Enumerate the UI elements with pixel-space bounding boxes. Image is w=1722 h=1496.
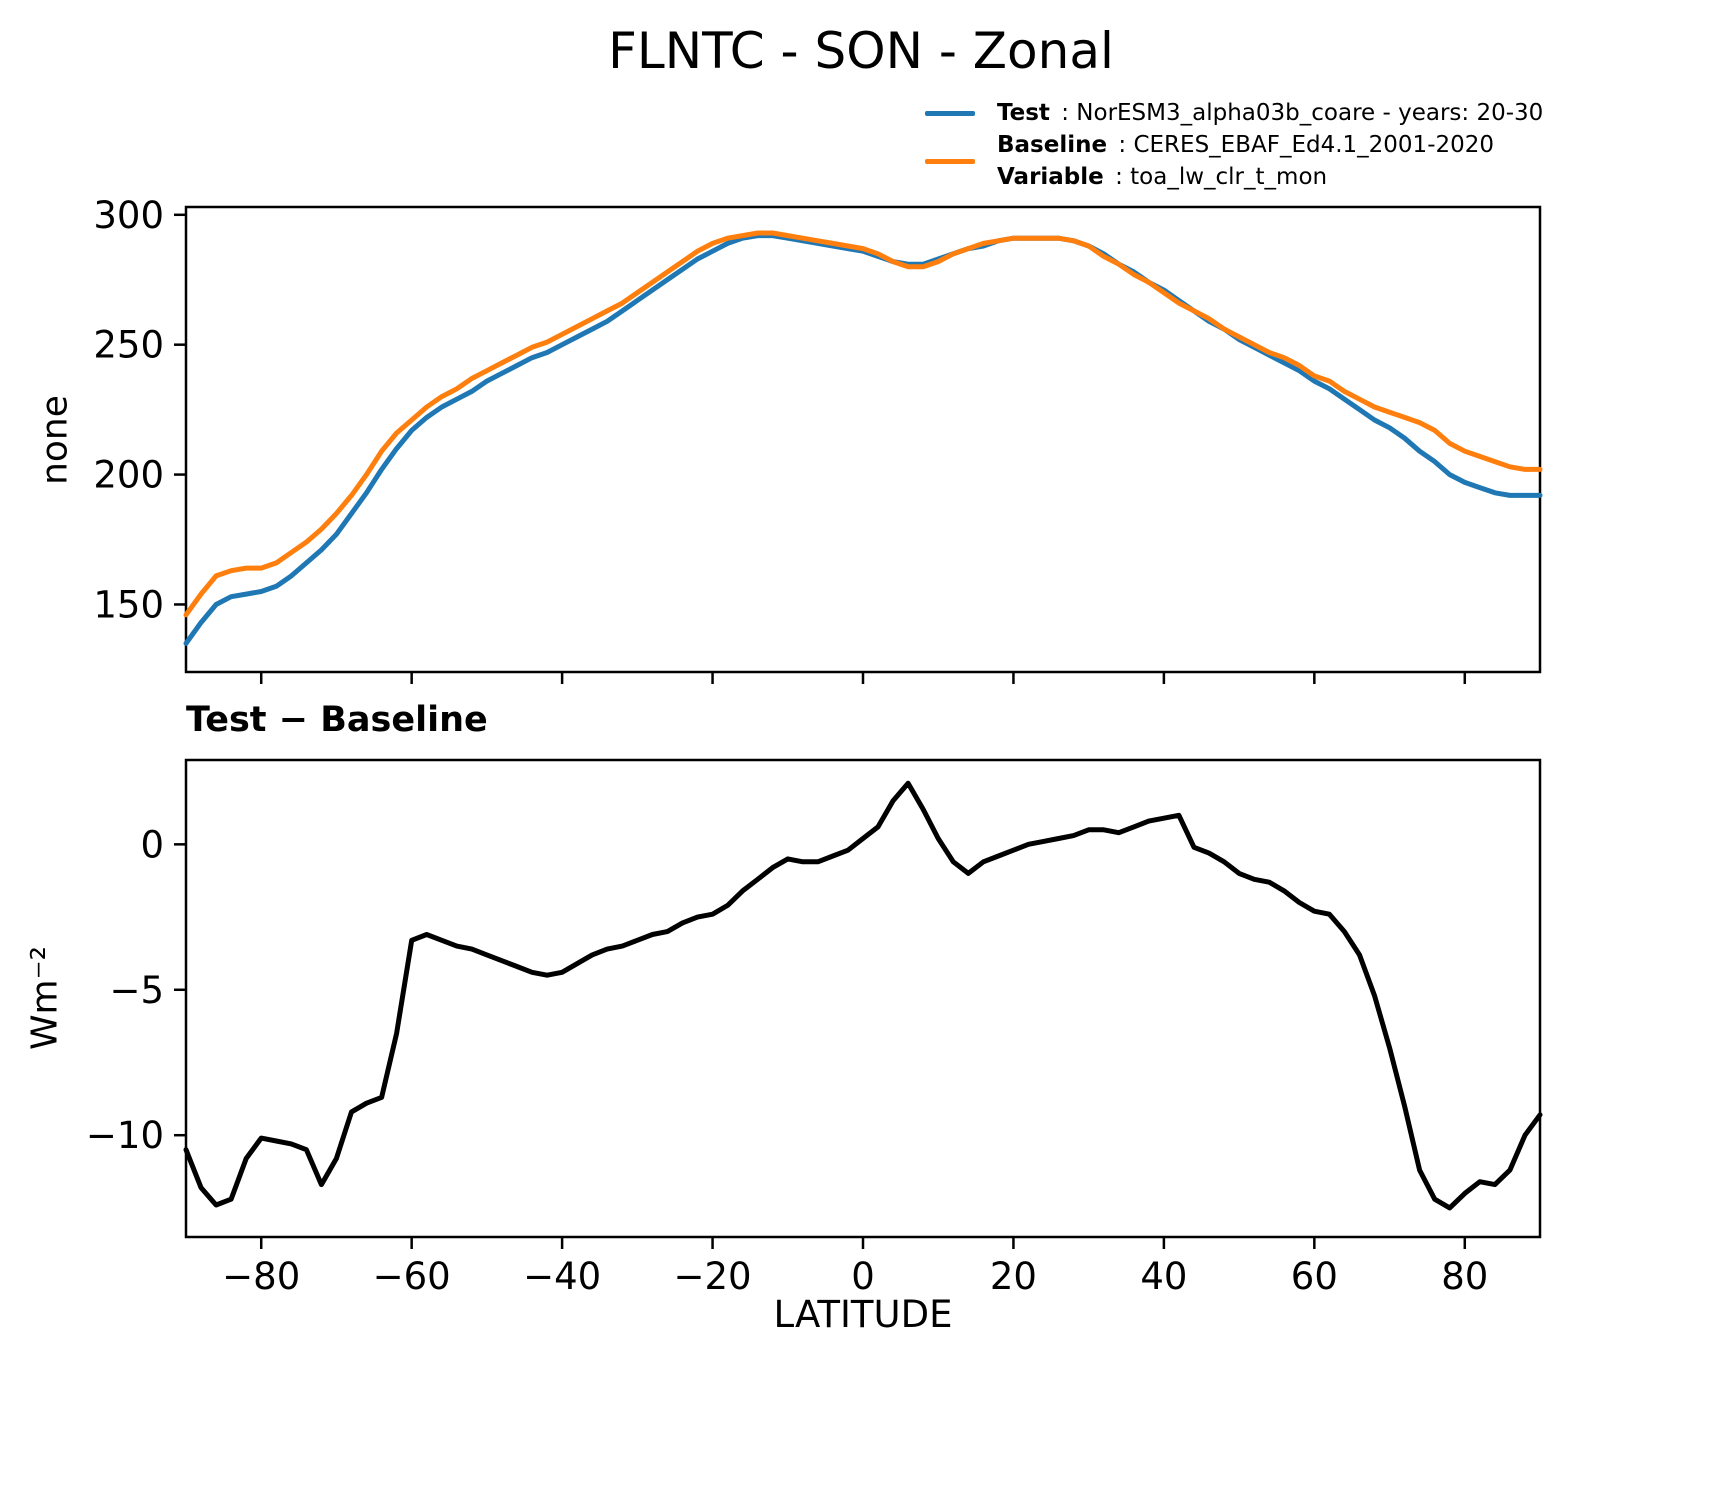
svg-text:−5: −5 (109, 969, 164, 1012)
svg-text:−40: −40 (523, 1255, 601, 1298)
svg-text:60: 60 (1291, 1255, 1338, 1298)
test-line-swatch (925, 110, 975, 116)
baseline-line-swatch (925, 158, 975, 164)
svg-text:80: 80 (1441, 1255, 1488, 1298)
svg-text:−20: −20 (674, 1255, 752, 1298)
legend-label-test: Test (997, 100, 1050, 126)
svg-text:0: 0 (851, 1255, 875, 1298)
svg-text:−10: −10 (86, 1114, 164, 1157)
legend-label-variable: Variable (997, 164, 1104, 190)
legend-text-baseline: : CERES_EBAF_Ed4.1_2001-2020 (1118, 132, 1495, 158)
legend-item-baseline: Baseline : CERES_EBAF_Ed4.1_2001-2020 (997, 132, 1543, 158)
svg-text:20: 20 (990, 1255, 1037, 1298)
svg-text:250: 250 (93, 324, 164, 367)
legend-item-test: Test : NorESM3_alpha03b_coare - years: 2… (997, 100, 1543, 126)
x-axis-label: LATITUDE (773, 1293, 953, 1336)
svg-text:0: 0 (140, 823, 164, 866)
svg-text:40: 40 (1140, 1255, 1187, 1298)
legend-text-test: : NorESM3_alpha03b_coare - years: 20-30 (1061, 100, 1544, 126)
svg-text:−60: −60 (373, 1255, 451, 1298)
difference-panel-title: Test − Baseline (186, 700, 488, 740)
svg-text:300: 300 (93, 194, 164, 237)
figure-title: FLNTC - SON - Zonal (608, 22, 1114, 80)
legend-item-variable: Variable : toa_lw_clr_t_mon (997, 164, 1543, 190)
legend: Test : NorESM3_alpha03b_coare - years: 2… (925, 100, 1543, 190)
svg-text:150: 150 (93, 583, 164, 626)
legend-label-baseline: Baseline (997, 132, 1108, 158)
svg-text:−80: −80 (222, 1255, 300, 1298)
svg-text:200: 200 (93, 454, 164, 497)
legend-text-variable: : toa_lw_clr_t_mon (1115, 164, 1328, 190)
